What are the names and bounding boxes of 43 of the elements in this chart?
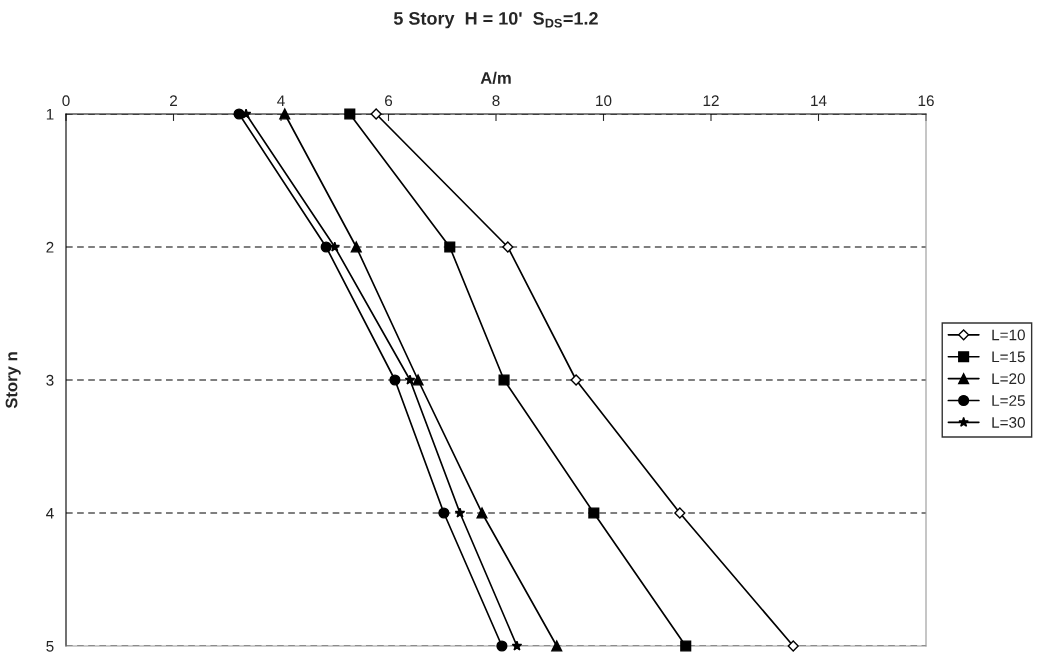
point xyxy=(412,374,424,386)
x-tick-label: 16 xyxy=(918,95,934,107)
x-tick-label: 10 xyxy=(596,95,612,107)
point xyxy=(404,374,416,385)
legend-label: L=15 xyxy=(992,351,1025,363)
y-tick-label: 5 xyxy=(46,641,54,652)
x-tick-label: 12 xyxy=(703,95,719,106)
y-axis-title: Story n xyxy=(5,352,21,409)
point xyxy=(674,507,686,519)
x-tick-label: 8 xyxy=(492,95,500,107)
point xyxy=(787,640,799,652)
point xyxy=(680,640,692,652)
x-tick-label: 4 xyxy=(277,95,285,106)
point xyxy=(551,640,563,652)
point xyxy=(438,507,450,519)
point xyxy=(454,507,466,518)
x-tick-label: 14 xyxy=(811,95,827,106)
point xyxy=(279,108,291,120)
x-tick-label: 2 xyxy=(170,95,177,106)
point xyxy=(498,374,510,386)
y-tick-label: 4 xyxy=(46,508,54,519)
point xyxy=(588,507,600,519)
point xyxy=(320,241,332,253)
y-tick-label: 1 xyxy=(46,109,54,120)
point xyxy=(389,374,401,386)
y-tick-label: 3 xyxy=(46,374,54,386)
x-axis-title: A/m xyxy=(480,71,511,85)
x-tick-label: 0 xyxy=(62,95,70,107)
point xyxy=(370,108,382,120)
x-tick-label: 6 xyxy=(385,95,393,107)
point xyxy=(444,241,456,253)
point xyxy=(350,241,362,253)
legend-label: L=20 xyxy=(992,373,1025,385)
legend-label: L=25 xyxy=(992,395,1025,406)
point xyxy=(344,108,356,120)
point xyxy=(511,640,523,651)
point xyxy=(496,640,508,652)
legend-label: L=10 xyxy=(992,329,1025,341)
point xyxy=(502,241,514,253)
point xyxy=(476,507,488,519)
y-tick-label: 2 xyxy=(46,241,54,253)
legend-label: L=30 xyxy=(992,417,1025,428)
chart-title: 5 Story H = 10' S$_{DS}$=1.2 xyxy=(393,11,598,29)
